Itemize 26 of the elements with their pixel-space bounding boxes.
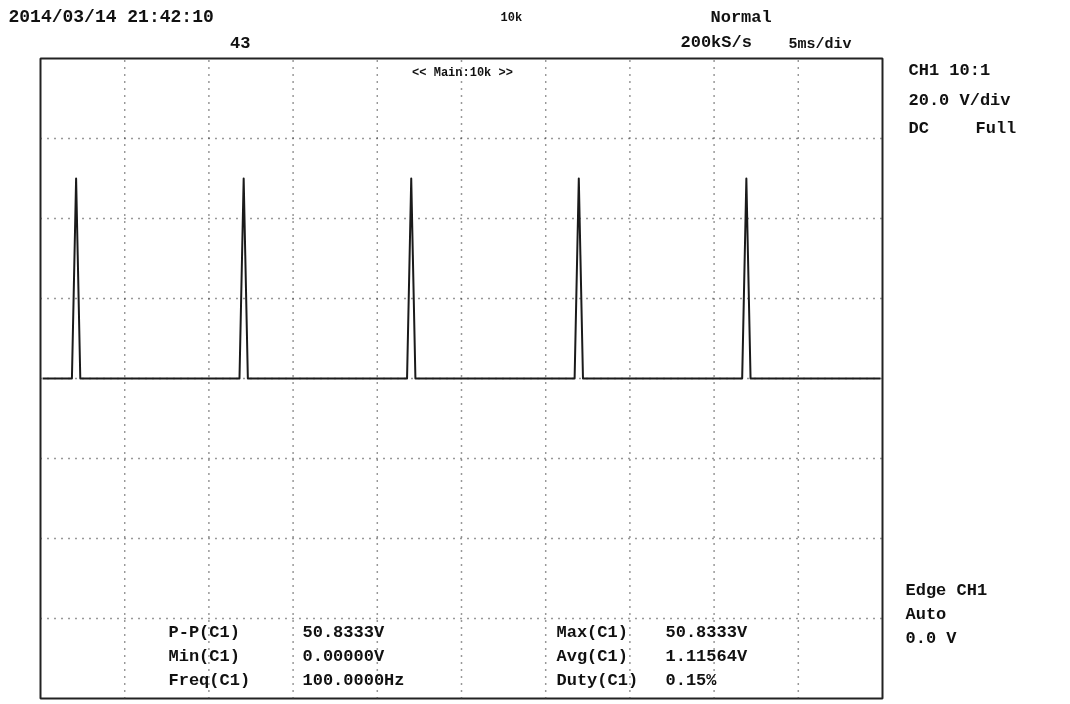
text: 1.11564V bbox=[665, 647, 748, 666]
text: 100.0000Hz bbox=[302, 671, 405, 690]
text: 0.00000V bbox=[302, 647, 385, 666]
text: Edge CH1 bbox=[905, 581, 988, 600]
text: 10k bbox=[500, 10, 523, 25]
text: << Main:10k >> bbox=[412, 65, 513, 80]
text: 50.8333V bbox=[665, 623, 748, 642]
text: P-P(C1) bbox=[168, 623, 240, 642]
text: Full bbox=[975, 119, 1017, 138]
text: 0.0 V bbox=[905, 629, 958, 648]
text: Max(C1) bbox=[556, 623, 628, 642]
text: Duty(C1) bbox=[556, 671, 639, 690]
chart-title: 2014/03/14 21:42:10 bbox=[8, 6, 214, 27]
text: Min(C1) bbox=[168, 647, 240, 666]
text: 0.15% bbox=[665, 671, 718, 690]
text: 43 bbox=[230, 34, 251, 53]
text: 20.0 V/div bbox=[908, 91, 1011, 110]
text: DC bbox=[908, 119, 929, 138]
text: Freq(C1) bbox=[168, 671, 251, 690]
text: 5ms/div bbox=[788, 36, 852, 53]
text: Avg(C1) bbox=[556, 647, 628, 666]
text: Normal bbox=[710, 8, 772, 27]
text: 200kS/s bbox=[680, 33, 752, 52]
text: 50.8333V bbox=[302, 623, 385, 642]
text: CH1 10:1 bbox=[908, 61, 991, 80]
text: Auto bbox=[905, 605, 947, 624]
